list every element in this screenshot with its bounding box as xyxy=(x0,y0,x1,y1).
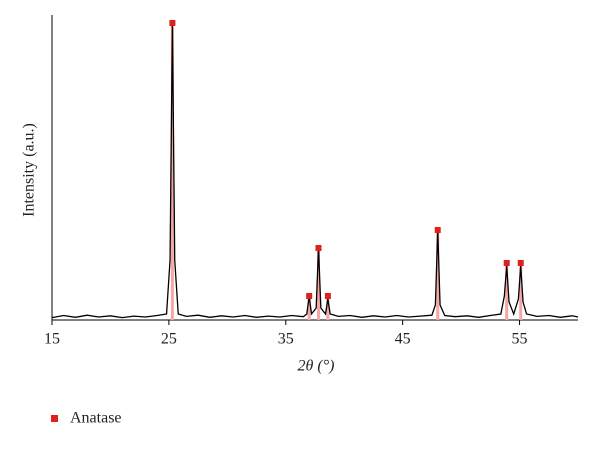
x-tick-label: 25 xyxy=(161,331,177,348)
peak-marker xyxy=(503,260,510,266)
y-axis-label: Intensity (a.u.) xyxy=(21,123,38,217)
legend-label: Anatase xyxy=(70,410,122,427)
peak-marker xyxy=(324,293,331,299)
peak-marker xyxy=(434,227,441,233)
x-tick-label: 45 xyxy=(395,331,411,348)
x-tick-label: 35 xyxy=(278,331,294,348)
peak-marker xyxy=(517,260,524,266)
x-axis-label: 2θ (°) xyxy=(298,358,335,375)
diffraction-trace xyxy=(51,22,579,319)
peak-marker xyxy=(169,20,176,26)
legend-marker xyxy=(51,415,58,422)
x-tick-label: 55 xyxy=(512,331,528,348)
peak-marker xyxy=(306,293,313,299)
x-tick-label: 15 xyxy=(44,331,60,348)
peak-marker xyxy=(315,245,322,251)
